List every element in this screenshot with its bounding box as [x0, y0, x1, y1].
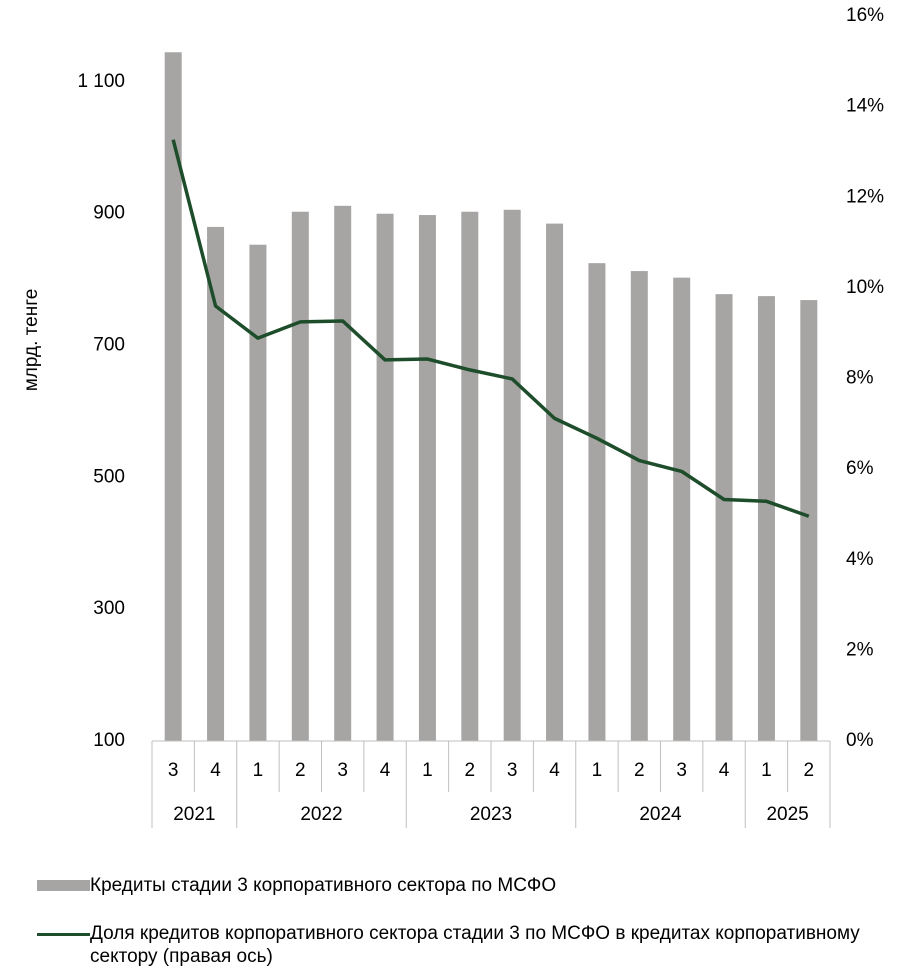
x-tick-label: 1: [761, 760, 772, 781]
y-tick-label: 700: [93, 335, 125, 356]
y2-tick-label: 8%: [846, 368, 874, 389]
bar: [164, 52, 182, 741]
bar: [376, 213, 394, 741]
bar: [291, 211, 309, 741]
x-tick-label: 1: [253, 760, 264, 781]
x-tick-label: 2: [634, 760, 645, 781]
bar: [673, 277, 691, 741]
x-tick-label: 3: [337, 760, 348, 781]
x-group-label: 2025: [766, 804, 808, 825]
y2-tick-label: 12%: [846, 186, 884, 207]
legend-swatch: [37, 880, 90, 891]
y-axis-label: млрд. тенге: [21, 289, 42, 392]
x-tick-label: 4: [549, 760, 560, 781]
y2-tick-label: 6%: [846, 458, 874, 479]
x-tick-label: 3: [507, 760, 518, 781]
x-tick-label: 4: [210, 760, 221, 781]
y2-tick-label: 2%: [846, 639, 874, 660]
bar: [630, 271, 648, 741]
x-group-label: 2023: [470, 804, 512, 825]
x-tick-label: 2: [465, 760, 476, 781]
x-group-label: 2022: [300, 804, 342, 825]
legend-label: Доля кредитов корпоративного сектора ста…: [90, 923, 860, 967]
bar: [249, 244, 267, 742]
y-tick-label: 100: [93, 730, 125, 751]
y-tick-label: 900: [93, 203, 125, 224]
y2-tick-label: 4%: [846, 549, 874, 570]
bar: [461, 211, 479, 741]
bar: [546, 223, 564, 741]
bar: [800, 300, 818, 741]
y-tick-label: 300: [93, 598, 125, 619]
line: [171, 139, 810, 518]
bar: [757, 296, 775, 741]
x-tick-label: 4: [719, 760, 730, 781]
x-tick-label: 3: [676, 760, 687, 781]
bar: [715, 294, 733, 741]
x-tick-label: 1: [422, 760, 433, 781]
x-tick-label: 1: [592, 760, 603, 781]
chart: млрд. тенге 100 300 500 700 900 1 100 0% 2% 4% 6%…: [21, 5, 884, 828]
legend-label: Кредиты стадии 3 корпоративного сектора …: [90, 875, 557, 896]
legend-swatch: [37, 933, 90, 936]
bar: [207, 226, 225, 742]
x-group-label: 2024: [639, 804, 682, 825]
y-tick-label: 1 100: [77, 71, 125, 92]
bar: [418, 215, 436, 741]
y2-tick-label: 0%: [846, 730, 874, 751]
x-tick-label: 2: [804, 760, 815, 781]
y2-tick-label: 16%: [846, 5, 884, 26]
x-tick-label: 2: [295, 760, 306, 781]
x-group-label: 2021: [173, 804, 215, 825]
y-tick-label: 500: [93, 466, 125, 487]
y2-tick-label: 10%: [846, 277, 884, 298]
y2-tick-label: 14%: [846, 96, 884, 117]
x-tick-label: 4: [380, 760, 391, 781]
bar: [334, 205, 352, 741]
legend-line: Доля кредитов корпоративного сектора ста…: [37, 922, 890, 968]
bar: [503, 209, 521, 742]
legend-bar: Кредиты стадии 3 корпоративного сектора …: [37, 874, 890, 897]
bar: [588, 263, 606, 741]
x-tick-label: 3: [168, 760, 179, 781]
